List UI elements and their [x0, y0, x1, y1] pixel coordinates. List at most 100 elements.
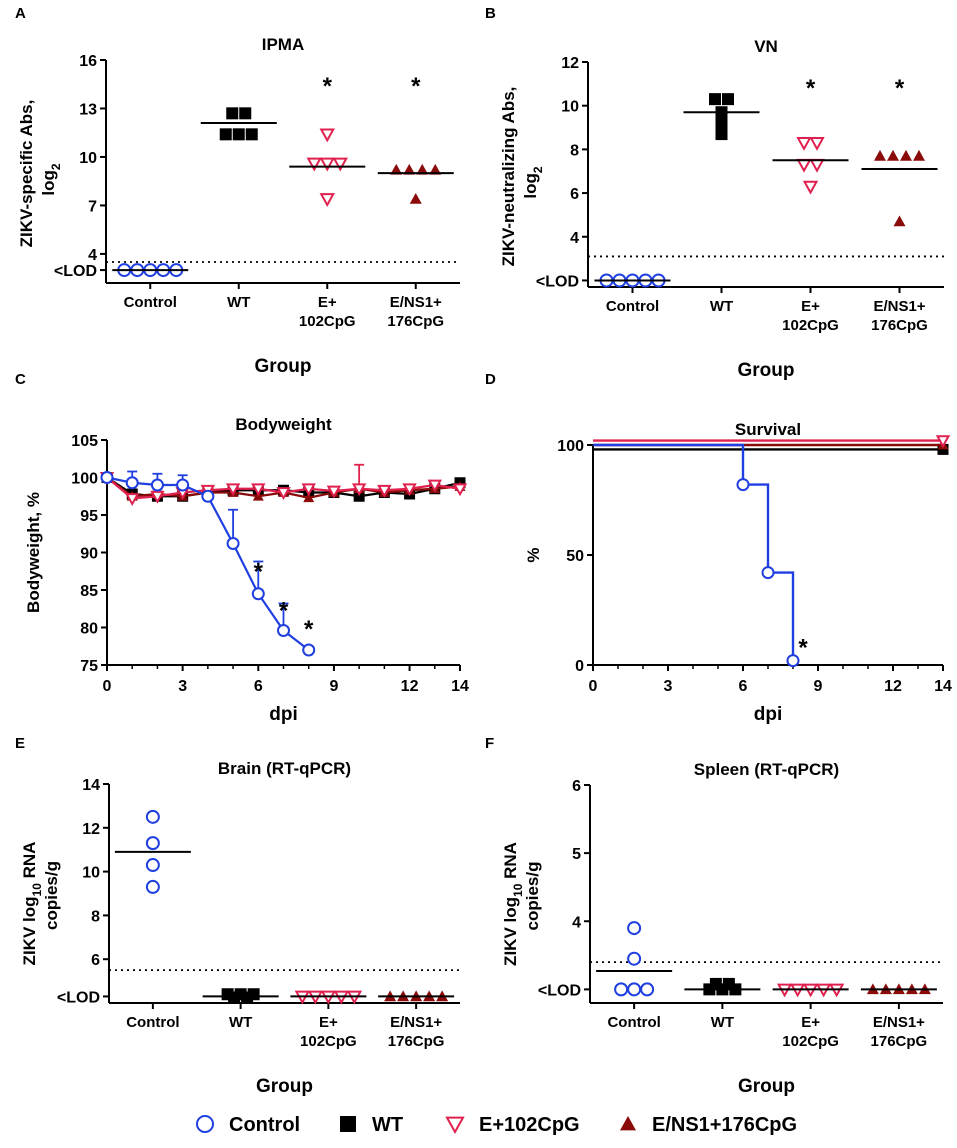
y-tick-label: 50 [566, 548, 584, 565]
legend-label-ens1: E/NS1+176CpG [652, 1114, 797, 1136]
panel-label: F [485, 735, 494, 752]
data-point [251, 587, 265, 601]
data-point [403, 163, 416, 175]
x-axis-label: Group [256, 1076, 313, 1097]
y-tick-label: 8 [91, 908, 100, 925]
data-point [351, 483, 367, 497]
y-tick-label: 0 [575, 658, 584, 675]
significance-star: * [323, 73, 333, 100]
y-tick-label: 16 [79, 53, 97, 70]
y-axis-label-line2: log [521, 173, 540, 199]
panel-A: A IPMA 4 7 10 13 16 <LOD Control WT E+ 102CpG E/NS1+… [15, 5, 460, 377]
x-tick-label: Control [126, 1014, 179, 1031]
significance-star: * [411, 73, 421, 100]
panel-label: E [15, 735, 25, 752]
chart-title: IPMA [262, 35, 305, 54]
data-point [332, 157, 348, 172]
data-point [145, 809, 160, 824]
x-tick-label: E/NS1+ [390, 1014, 442, 1031]
data-point [640, 982, 655, 997]
y-tick-label: 100 [557, 438, 584, 455]
data-point [796, 137, 812, 151]
data-point [226, 537, 240, 550]
panel-C: C Bodyweight 75 80 85 90 95 100 105 0 3 6 9 12 14 dpi Bo… [15, 371, 469, 725]
data-point [145, 879, 160, 894]
x-tick-label: WT [229, 1014, 252, 1031]
data-point [306, 157, 322, 172]
data-point [809, 158, 825, 173]
x-tick-label: Control [124, 294, 177, 311]
data-point [228, 991, 241, 1004]
y-tick-label: 14 [82, 777, 100, 794]
legend-marker-ens1 [620, 1116, 636, 1131]
y-tick-label: 6 [572, 778, 581, 795]
panel-label: C [15, 371, 26, 388]
x-axis-label: dpi [269, 704, 298, 725]
x-tick-label: Control [606, 298, 659, 315]
y-axis-label: Bodyweight, % [24, 492, 43, 613]
y-tick-label: 10 [561, 99, 579, 116]
data-point [377, 484, 392, 498]
y-tick-label: 8 [570, 142, 579, 159]
x-tick-label: Control [607, 1014, 660, 1031]
x-axis-label: Group [738, 360, 795, 381]
y-axis-label-line2: copies/g [42, 861, 61, 930]
x-tick-label: 9 [814, 678, 823, 695]
x-tick-label: 3 [664, 678, 673, 695]
x-tick-label: 9 [329, 678, 338, 695]
legend-marker-e102 [445, 1116, 465, 1135]
data-point [319, 128, 335, 143]
series-e102 [99, 463, 468, 507]
x-tick-label: E+ [318, 294, 337, 311]
legend-marker-wt [340, 1116, 356, 1132]
y-tick-label: 13 [79, 101, 97, 118]
y-axis-label-line2: copies/g [523, 862, 542, 931]
y-tick-label: 12 [82, 821, 100, 838]
data-point [887, 149, 899, 161]
x-tick-label: E/NS1+ [873, 1014, 925, 1031]
y-axis-label: ZIKV log10 RNA copies/g [20, 842, 61, 966]
chart-title: Brain (RT-qPCR) [218, 759, 351, 778]
x-tick-label: E+ [801, 298, 820, 315]
chart-title: Survival [735, 420, 801, 439]
data-point [715, 117, 728, 130]
data-point [802, 180, 819, 195]
data-point [302, 643, 316, 657]
data-point [796, 158, 812, 173]
data-point [809, 137, 825, 151]
x-tick-label: 12 [401, 678, 419, 695]
y-axis-label-sub: 10 [30, 883, 44, 897]
y-tick-label: 90 [80, 546, 98, 563]
y-axis-label-line2: log [39, 170, 58, 196]
data-point [427, 479, 442, 493]
series-control [593, 443, 800, 668]
data-point [100, 471, 114, 484]
data-point [241, 991, 254, 1004]
x-tick-label: E+ [319, 1014, 338, 1031]
x-tick-label: E+ [801, 1014, 820, 1031]
chart-title: Bodyweight [235, 415, 332, 434]
data-point [614, 982, 629, 997]
x-tick-label: 14 [934, 678, 952, 695]
data-point [219, 128, 232, 141]
y-axis-label-line1: ZIKV log [501, 897, 520, 966]
significance-star: * [806, 75, 816, 102]
data-point [176, 478, 190, 492]
data-point [239, 107, 252, 120]
data-point [715, 128, 728, 141]
x-axis-label: Group [255, 356, 312, 377]
lod-label: <LOD [57, 989, 100, 1006]
data-point [150, 478, 164, 492]
x-tick-label: 0 [103, 678, 112, 695]
x-tick-label: 102CpG [782, 317, 839, 334]
y-axis-label-line: Bodyweight, % [24, 492, 43, 613]
data-point [627, 982, 642, 997]
y-axis-label-sub: 2 [49, 163, 63, 170]
data-point [913, 149, 925, 161]
x-tick-label: 176CpG [388, 1033, 445, 1050]
y-tick-label: 4 [88, 247, 97, 264]
series-e102 [593, 435, 951, 449]
panel-B: B VN 4 6 8 10 12 <LOD Control WT E+ 102CpG E/NS1+ 176… [485, 5, 944, 381]
data-point [201, 489, 215, 503]
data-point [125, 476, 139, 490]
